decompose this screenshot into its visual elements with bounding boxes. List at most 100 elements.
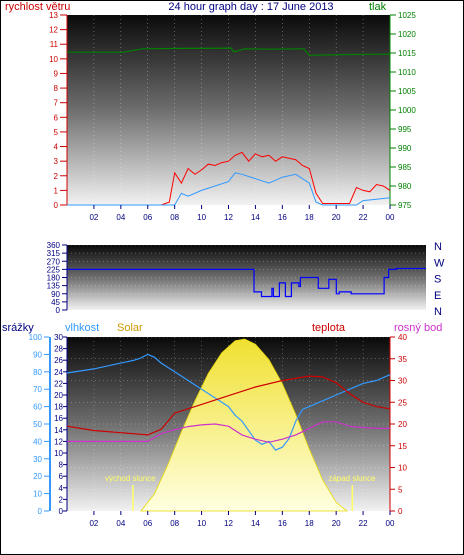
direction-tick-label: 180 xyxy=(47,274,61,283)
solar-axis-title: Solar xyxy=(117,322,143,334)
pressure-tick-label: 1015 xyxy=(398,49,416,58)
pressure-tick-label: 1000 xyxy=(398,106,416,115)
compass-label: W xyxy=(434,257,445,269)
direction-tick-label: 45 xyxy=(51,298,60,307)
humidity-tick-label: 2 xyxy=(59,495,64,504)
time-tick-label: 18 xyxy=(305,213,314,222)
rain-tick-label: 10 xyxy=(33,490,42,499)
rain-tick-label: 80 xyxy=(33,368,42,377)
time-tick-label: 12 xyxy=(224,519,233,528)
rain-tick-label: 40 xyxy=(33,437,42,446)
pressure-tick-label: 1020 xyxy=(398,30,416,39)
pressure-tick-label: 985 xyxy=(398,163,412,172)
time-tick-label: 20 xyxy=(332,519,341,528)
humidity-tick-label: 26 xyxy=(54,356,63,365)
direction-plot-area xyxy=(67,245,426,310)
direction-series xyxy=(67,267,426,298)
series-1-line xyxy=(67,151,391,206)
series-0-line xyxy=(67,47,391,56)
humidity-tick-label: 16 xyxy=(54,414,63,423)
pressure-tick-label: 980 xyxy=(398,182,412,191)
time-tick-label: 04 xyxy=(116,519,125,528)
time-tick-label: 02 xyxy=(89,519,98,528)
humidity-tick-label: 12 xyxy=(54,437,63,446)
solar-area xyxy=(140,338,349,512)
time-tick-label: 00 xyxy=(386,519,395,528)
humidity-tick-label: 28 xyxy=(54,345,63,354)
dew-point-axis-title: rosný bod xyxy=(394,322,442,334)
wind-tick-label: 8 xyxy=(54,84,59,93)
time-tick-label: 10 xyxy=(197,519,206,528)
wind-tick-label: 12 xyxy=(49,26,58,35)
direction-tick-label: 135 xyxy=(47,282,61,291)
pressure-tick-label: 975 xyxy=(398,201,412,210)
temperature-tick-label: 0 xyxy=(398,507,403,516)
time-tick-label: 14 xyxy=(251,213,260,222)
sunset-label: západ slunce xyxy=(328,474,376,483)
rain-tick-label: 100 xyxy=(29,333,43,342)
humidity-tick-label: 18 xyxy=(54,403,63,412)
time-tick-label: 12 xyxy=(224,213,233,222)
temperature-tick-label: 35 xyxy=(398,355,407,364)
time-tick-label: 16 xyxy=(278,519,287,528)
time-tick-label: 00 xyxy=(386,213,395,222)
time-tick-label: 06 xyxy=(143,213,152,222)
direction-tick-label: 315 xyxy=(47,249,61,258)
time-tick-label: 22 xyxy=(359,213,368,222)
humidity-tick-label: 8 xyxy=(59,461,64,470)
wind-tick-label: 6 xyxy=(54,113,59,122)
temperature-tick-label: 15 xyxy=(398,442,407,451)
wind-tick-label: 10 xyxy=(49,55,58,64)
rain-tick-label: 30 xyxy=(33,455,42,464)
pressure-tick-label: 995 xyxy=(398,125,412,134)
time-tick-label: 10 xyxy=(197,213,206,222)
bottom-plot-series: východ slunce západ slunce xyxy=(66,338,391,512)
humidity-tick-label: 30 xyxy=(54,333,63,342)
humidity-tick-label: 0 xyxy=(59,507,64,516)
direction-tick-label: 225 xyxy=(47,265,61,274)
rain-tick-label: 70 xyxy=(33,385,42,394)
wind-direction-line xyxy=(67,267,426,298)
direction-tick-label: 90 xyxy=(51,290,60,299)
pressure-tick-label: 1025 xyxy=(398,11,416,20)
series-2-line xyxy=(67,172,391,206)
temperature-tick-label: 10 xyxy=(398,464,407,473)
time-tick-label: 02 xyxy=(89,213,98,222)
rain-axis-title: srážky xyxy=(2,322,34,334)
humidity-tick-label: 10 xyxy=(54,449,63,458)
temperature-axis-title: teplota xyxy=(312,322,346,334)
pressure-ticks: 1025 1020 1015 1010 1005 1000 995 990 985 980 975 xyxy=(389,11,416,210)
wind-tick-label: 0 xyxy=(54,201,59,210)
temperature-ticks: 40 35 30 25 20 15 10 5 0 xyxy=(389,333,407,516)
wind-tick-label: 2 xyxy=(54,172,59,181)
humidity-tick-label: 6 xyxy=(59,472,64,481)
wind-tick-label: 13 xyxy=(49,11,58,20)
direction-tick-label: 270 xyxy=(47,257,61,266)
wind-tick-label: 7 xyxy=(54,99,59,108)
rain-tick-label: 60 xyxy=(33,403,42,412)
series-0-line xyxy=(66,353,391,451)
temperature-tick-label: 30 xyxy=(398,377,407,386)
top-time-ticks: 02 04 06 08 10 12 14 16 18 20 22 00 xyxy=(89,205,395,222)
time-tick-label: 18 xyxy=(305,519,314,528)
rain-tick-label: 0 xyxy=(38,507,43,516)
rain-tick-label: 20 xyxy=(33,472,42,481)
time-tick-label: 22 xyxy=(359,519,368,528)
direction-tick-label: 360 xyxy=(47,241,61,250)
rain-tick-label: 50 xyxy=(33,420,42,429)
time-tick-label: 08 xyxy=(170,213,179,222)
pressure-tick-label: 1005 xyxy=(398,87,416,96)
bottom-time-ticks: 02 04 06 08 10 12 14 16 18 20 22 00 xyxy=(89,511,395,528)
humidity-tick-label: 14 xyxy=(54,426,63,435)
series-2-line xyxy=(67,421,390,443)
wind-tick-label: 9 xyxy=(54,69,59,78)
sunrise-label: východ slunce xyxy=(105,474,156,483)
top-plot-series xyxy=(67,47,391,206)
pressure-axis-title: tlak xyxy=(369,1,387,13)
pressure-tick-label: 990 xyxy=(398,144,412,153)
humidity-tick-label: 22 xyxy=(54,379,63,388)
